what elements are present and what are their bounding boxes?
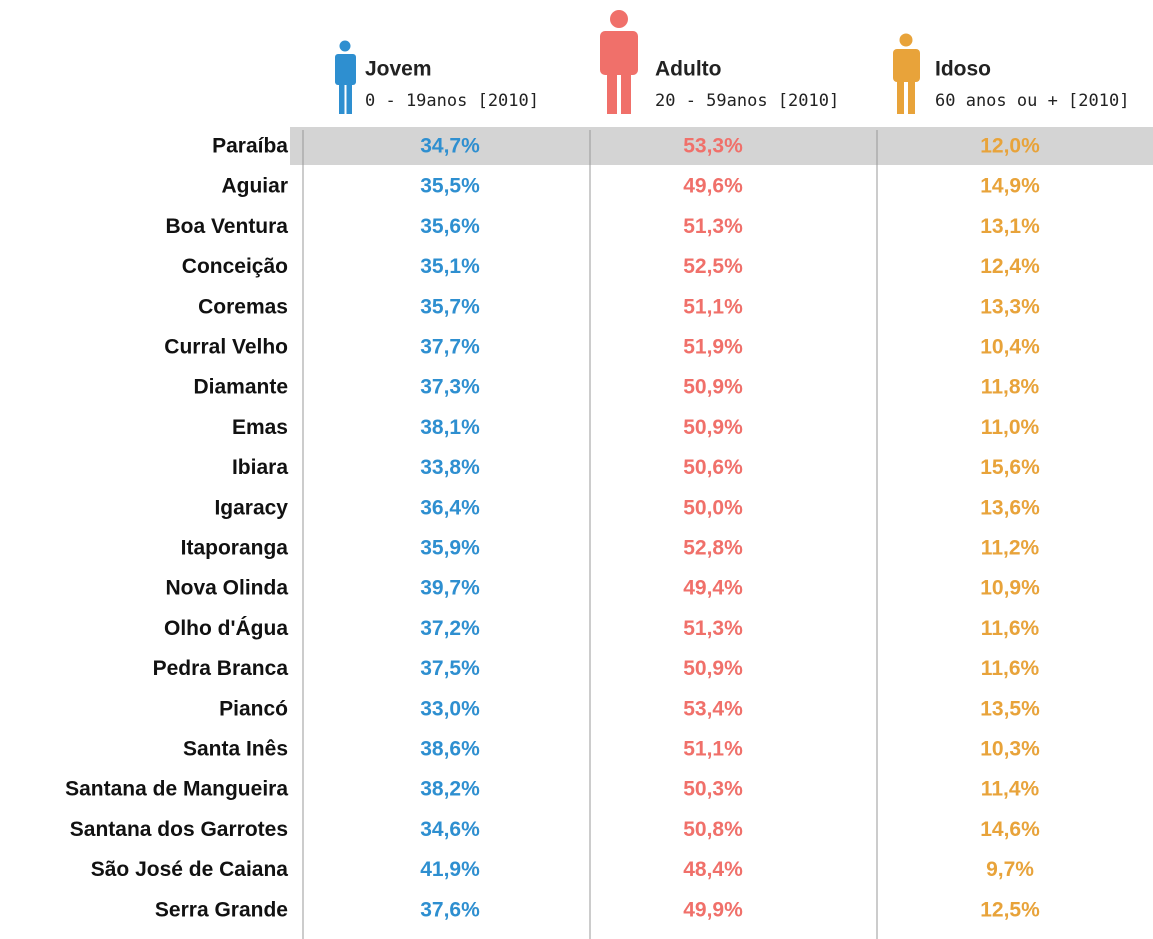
cell-value: 11,0% xyxy=(981,416,1040,439)
icon-jovem xyxy=(335,40,356,114)
cell-value: 35,5% xyxy=(420,175,480,198)
row-label: Coremas xyxy=(198,295,288,318)
cell-value: 51,1% xyxy=(683,295,743,318)
row-highlight xyxy=(290,127,1153,165)
row-label: Olho d'Água xyxy=(164,617,288,640)
cell-value: 51,9% xyxy=(683,336,743,359)
row-label: Pedra Branca xyxy=(153,657,289,680)
row-label: Piancó xyxy=(219,697,288,720)
row-label: Santana de Mangueira xyxy=(65,778,288,801)
cell-value: 50,3% xyxy=(683,778,743,801)
cell-value: 11,8% xyxy=(981,376,1040,399)
cell-value: 9,7% xyxy=(986,858,1034,881)
cell-value: 38,1% xyxy=(420,416,480,439)
cell-value: 33,8% xyxy=(420,456,480,479)
cell-value: 49,4% xyxy=(683,577,743,600)
cell-value: 13,3% xyxy=(980,295,1040,318)
cell-value: 11,2% xyxy=(981,537,1040,560)
cell-value: 12,0% xyxy=(980,135,1040,158)
cell-value: 12,5% xyxy=(980,898,1040,921)
cell-value: 49,9% xyxy=(683,898,743,921)
cell-value: 50,0% xyxy=(683,496,743,519)
cell-value: 14,9% xyxy=(980,175,1040,198)
cell-value: 15,6% xyxy=(980,456,1040,479)
cell-value: 37,5% xyxy=(420,657,480,680)
cell-value: 13,5% xyxy=(980,697,1040,720)
cell-value: 51,1% xyxy=(683,738,743,761)
cell-value: 50,9% xyxy=(683,657,743,680)
cell-value: 50,9% xyxy=(683,416,743,439)
cell-value: 51,3% xyxy=(683,215,743,238)
row-label: São José de Caiana xyxy=(91,858,289,881)
row-label: Igaracy xyxy=(214,496,288,519)
cell-value: 50,8% xyxy=(683,818,743,841)
cell-value: 11,6% xyxy=(981,617,1040,640)
cell-value: 34,6% xyxy=(420,818,480,841)
row-label: Santana dos Garrotes xyxy=(70,818,288,841)
group-title: Adulto xyxy=(655,58,721,81)
cell-value: 35,9% xyxy=(420,537,480,560)
row-label: Serra Grande xyxy=(155,898,288,921)
cell-value: 12,4% xyxy=(980,255,1040,278)
cell-value: 38,2% xyxy=(420,778,480,801)
icon-adulto xyxy=(600,10,638,114)
row-label: Santa Inês xyxy=(183,738,288,761)
icon-idoso xyxy=(893,33,920,114)
row-label: Nova Olinda xyxy=(165,577,288,600)
cell-value: 33,0% xyxy=(420,697,480,720)
cell-value: 35,6% xyxy=(420,215,480,238)
cell-value: 52,8% xyxy=(683,537,743,560)
cell-value: 37,2% xyxy=(420,617,480,640)
cell-value: 37,7% xyxy=(420,336,480,359)
row-label: Diamante xyxy=(193,376,288,399)
group-title: Idoso xyxy=(935,58,991,81)
row-label: Boa Ventura xyxy=(165,215,288,238)
cell-value: 41,9% xyxy=(420,858,480,881)
cell-value: 11,4% xyxy=(981,778,1040,801)
row-label: Emas xyxy=(232,416,288,439)
group-subtitle: 60 anos ou + [2010] xyxy=(935,91,1129,111)
cell-value: 52,5% xyxy=(683,255,743,278)
cell-value: 13,6% xyxy=(980,496,1040,519)
cell-value: 50,9% xyxy=(683,376,743,399)
cell-value: 50,6% xyxy=(683,456,743,479)
row-label: Curral Velho xyxy=(164,336,288,359)
group-subtitle: 0 - 19anos [2010] xyxy=(365,91,539,111)
cell-value: 10,3% xyxy=(980,738,1040,761)
cell-value: 49,6% xyxy=(683,175,743,198)
cell-value: 35,1% xyxy=(420,255,480,278)
row-label: Aguiar xyxy=(221,175,288,198)
cell-value: 10,4% xyxy=(980,336,1040,359)
row-label: Ibiara xyxy=(232,456,288,479)
cell-value: 39,7% xyxy=(420,577,480,600)
cell-value: 37,6% xyxy=(420,898,480,921)
cell-value: 53,3% xyxy=(683,135,743,158)
row-label: Conceição xyxy=(182,255,288,278)
row-label: Paraíba xyxy=(212,135,288,158)
cell-value: 35,7% xyxy=(420,295,480,318)
cell-value: 14,6% xyxy=(980,818,1040,841)
cell-value: 13,1% xyxy=(980,215,1040,238)
cell-value: 48,4% xyxy=(683,858,743,881)
cell-value: 11,6% xyxy=(981,657,1040,680)
cell-value: 34,7% xyxy=(420,135,480,158)
cell-value: 37,3% xyxy=(420,376,480,399)
group-subtitle: 20 - 59anos [2010] xyxy=(655,91,839,111)
cell-value: 38,6% xyxy=(420,738,480,761)
cell-value: 51,3% xyxy=(683,617,743,640)
group-title: Jovem xyxy=(365,58,432,81)
row-label: Itaporanga xyxy=(181,537,289,560)
cell-value: 53,4% xyxy=(683,697,743,720)
cell-value: 10,9% xyxy=(980,577,1040,600)
cell-value: 36,4% xyxy=(420,496,480,519)
